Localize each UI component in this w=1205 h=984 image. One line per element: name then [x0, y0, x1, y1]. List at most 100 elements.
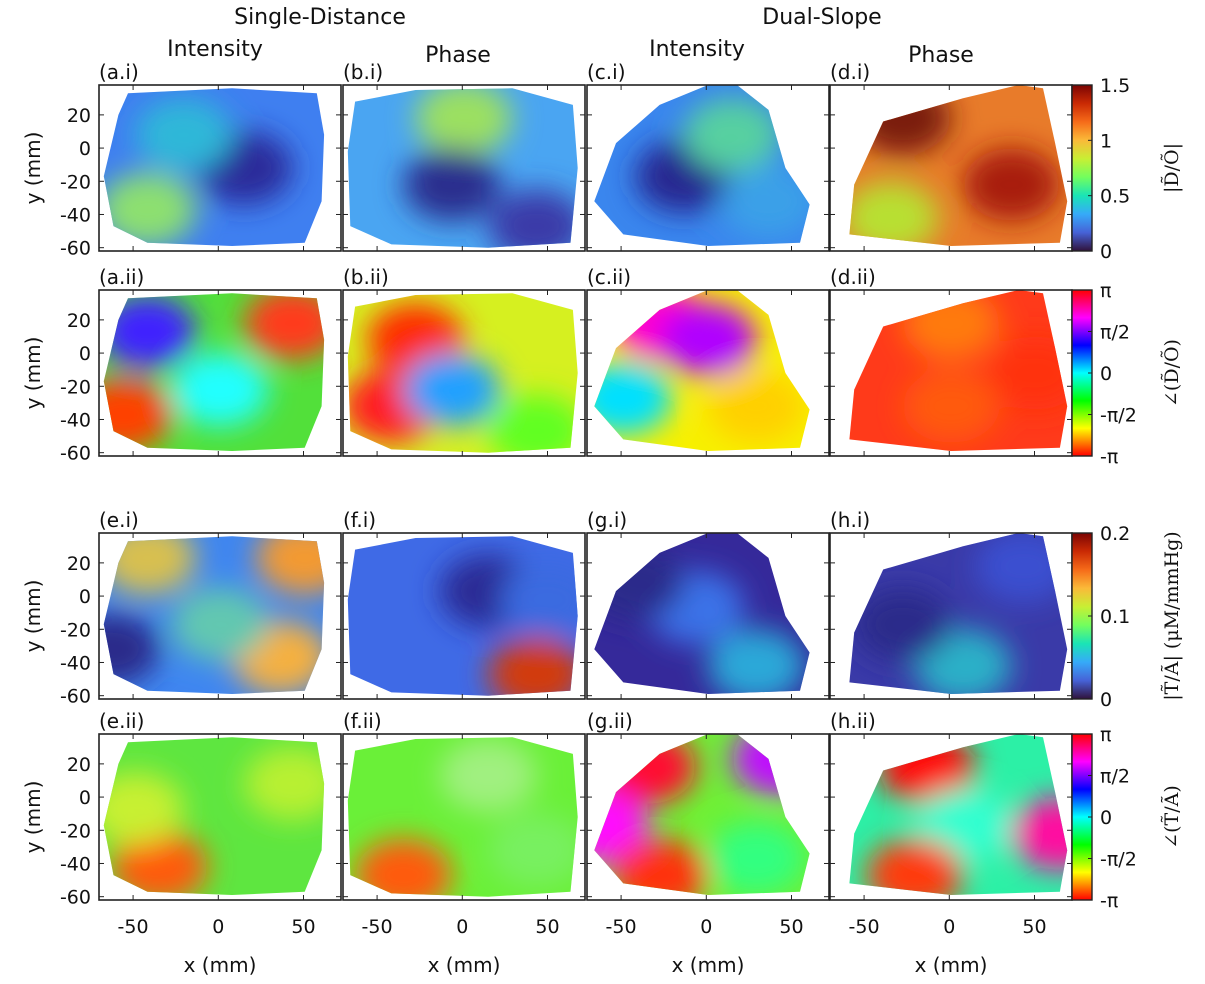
x-tick-label: -50 — [849, 916, 880, 938]
y-tick-label: -60 — [60, 887, 91, 909]
heatmap-blob — [1011, 797, 1068, 871]
heatmap-c.i — [594, 85, 810, 246]
heatmap-blobs — [902, 290, 1068, 443]
x-tick-label: -50 — [362, 916, 393, 938]
axes-frame — [98, 289, 342, 457]
heatmap-blob — [244, 747, 325, 821]
heatmap-blobs — [103, 98, 293, 246]
panel-label: (g.i) — [587, 508, 627, 532]
colorbar-tick-label: 0.1 — [1100, 606, 1130, 628]
x-tick-label: 0 — [456, 916, 468, 938]
heatmap-blob — [135, 98, 233, 172]
heatmap-blob — [963, 148, 1060, 222]
colorbar-label: ∠(D̃/Õ) — [1160, 339, 1183, 407]
heatmap-h.ii — [849, 734, 1068, 895]
heatmap-blob — [488, 813, 578, 887]
y-tick-label: 0 — [79, 138, 91, 160]
heatmap-b.i — [347, 88, 578, 248]
axes-frame — [586, 84, 830, 252]
axes-frame — [586, 532, 830, 700]
colorbar-tick-label: 0.5 — [1100, 186, 1130, 208]
y-axis-label: y (mm) — [21, 132, 45, 205]
column-header: Intensity — [649, 37, 745, 62]
column-header: Phase — [908, 43, 974, 68]
group-header: Dual-Slope — [762, 5, 881, 30]
axes-frame — [98, 84, 342, 252]
colorbar-tick-label: 0 — [1100, 689, 1112, 711]
heatmap-blob — [403, 148, 501, 222]
heatmap-blob — [415, 88, 513, 155]
y-tick-label: -20 — [60, 820, 91, 842]
heatmap-h.i — [849, 533, 1068, 694]
colorbar-tick-label: -π — [1100, 446, 1118, 468]
x-axis-label: x (mm) — [428, 953, 501, 977]
axes-frame — [342, 733, 586, 901]
y-tick-label: 20 — [67, 754, 91, 776]
heatmap-blob — [720, 164, 810, 238]
y-tick-label: -40 — [60, 409, 91, 431]
heatmap-blob — [902, 290, 1000, 360]
heatmap-blob — [975, 533, 1068, 603]
y-tick-label: 0 — [79, 787, 91, 809]
panel-label: (a.ii) — [99, 265, 144, 289]
colorbar-tick-label: 1.5 — [1100, 75, 1130, 97]
axes-frame — [342, 532, 586, 700]
heatmap-blob — [439, 738, 537, 813]
heatmap-blob — [902, 369, 1000, 443]
x-tick-label: 50 — [535, 916, 559, 938]
y-tick-label: -40 — [60, 204, 91, 226]
heatmap-c.ii — [594, 290, 810, 451]
panel-label: (c.i) — [587, 60, 626, 84]
heatmap-blob — [987, 336, 1068, 410]
panel-label: (h.ii) — [830, 709, 876, 733]
heatmap-d.ii — [849, 290, 1068, 451]
heatmap-blob — [103, 294, 196, 369]
x-tick-label: 50 — [1022, 916, 1046, 938]
heatmap-blob — [708, 369, 805, 443]
heatmap-blob — [244, 293, 325, 360]
heatmap-g.i — [594, 533, 810, 694]
axes-frame — [342, 84, 586, 252]
colorbar-label: |D̃/Õ| — [1160, 143, 1183, 193]
heatmap-blob — [594, 546, 684, 620]
colorbar — [1071, 84, 1093, 252]
heatmap-blob — [500, 562, 578, 636]
axes-frame — [342, 289, 586, 457]
x-tick-label: 0 — [212, 916, 224, 938]
y-tick-label: 20 — [67, 105, 91, 127]
group-header: Single-Distance — [234, 5, 406, 30]
colorbar-tick-label: π — [1100, 280, 1111, 302]
colorbar-tick-label: -π/2 — [1100, 405, 1137, 427]
colorbar-tick-label: 0 — [1100, 363, 1112, 385]
colorbar-label: |T̃/Ã| (μM/mmHg) — [1161, 531, 1183, 700]
panel-label: (g.ii) — [587, 709, 633, 733]
heatmap-blob — [683, 98, 781, 172]
heatmap-blob — [103, 377, 172, 451]
y-axis-label: y (mm) — [21, 580, 45, 653]
axes-frame — [586, 733, 830, 901]
heatmap-b.ii — [347, 293, 578, 453]
heatmap-blob — [659, 303, 757, 377]
x-axis-label: x (mm) — [915, 953, 988, 977]
y-tick-label: 0 — [79, 586, 91, 608]
heatmap-blob — [171, 353, 269, 427]
y-axis-label: y (mm) — [21, 781, 45, 854]
x-tick-label: -50 — [118, 916, 149, 938]
heatmap-e.i — [103, 536, 325, 694]
heatmap-blob — [594, 361, 672, 435]
heatmap-blob — [854, 85, 951, 155]
heatmap-blob — [854, 587, 951, 661]
colorbar-tick-label: 0 — [1100, 807, 1112, 829]
panel-label: (b.i) — [343, 60, 383, 84]
panel-label: (b.ii) — [343, 265, 389, 289]
heatmap-blob — [708, 821, 805, 895]
heatmap-blob — [103, 172, 196, 246]
colorbar-tick-label: 0.2 — [1100, 523, 1130, 545]
colorbar-tick-label: -π — [1100, 890, 1118, 912]
x-tick-label: 0 — [943, 916, 955, 938]
colorbar-tick-label: π — [1100, 724, 1111, 746]
panel-label: (c.ii) — [587, 265, 631, 289]
heatmap-blobs — [849, 85, 1060, 246]
heatmap-blobs — [439, 554, 578, 696]
y-tick-label: -40 — [60, 853, 91, 875]
